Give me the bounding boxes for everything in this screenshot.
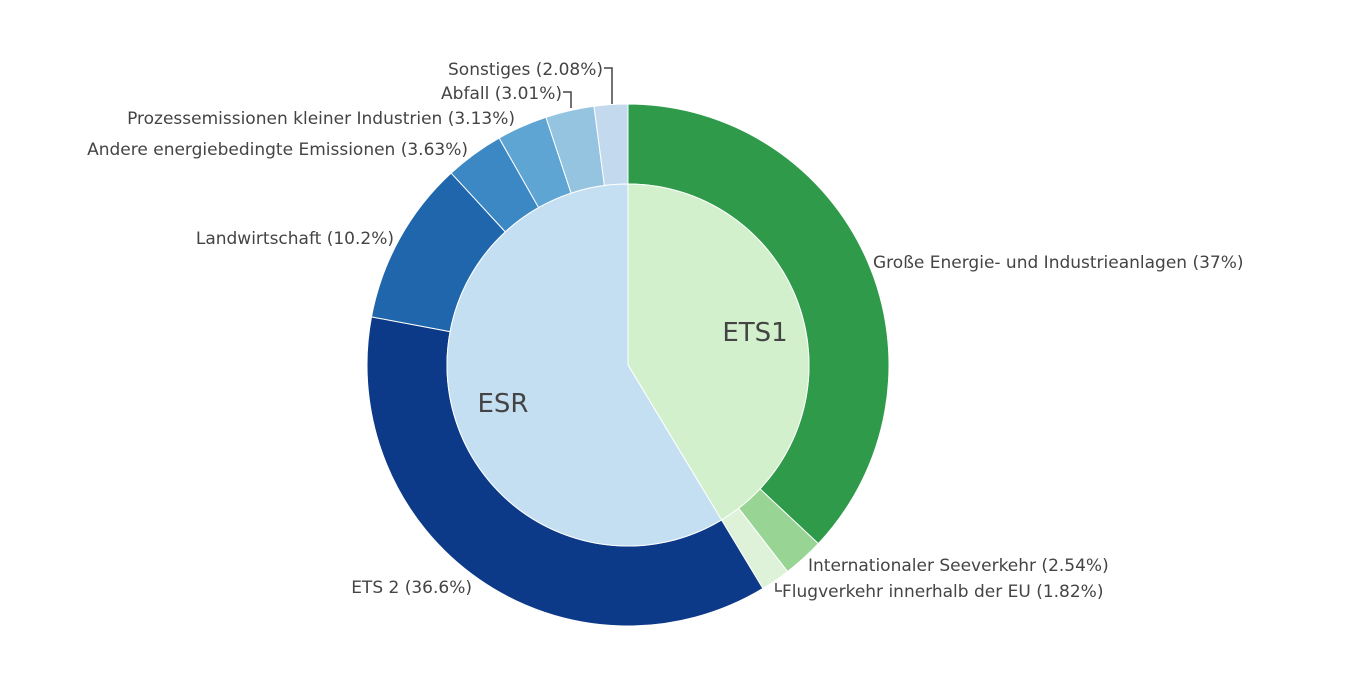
outer-label-ets2: ETS 2 (36.6%) [351, 578, 472, 598]
outer-label-seeverkehr: Internationaler Seeverkehr (2.54%) [808, 556, 1109, 576]
outer-label-abfall: Abfall (3.01%) [441, 84, 562, 104]
outer-label-andere: Andere energiebedingte Emissionen (3.63%… [87, 140, 468, 160]
leader-line-abfall [563, 91, 572, 108]
outer-label-sonstiges: Sonstiges (2.08%) [448, 60, 603, 80]
chart-segments [366, 103, 890, 627]
inner-segment-ets1[interactable] [627, 183, 810, 521]
outer-label-landwirtschaft: Landwirtschaft (10.2%) [196, 229, 394, 249]
outer-label-prozessemissionen: Prozessemissionen kleiner Industrien (3.… [127, 109, 515, 129]
outer-label-flugverkehr: Flugverkehr innerhalb der EU (1.82%) [782, 582, 1103, 602]
leader-line-flugverkehr [775, 583, 782, 592]
leader-line-sonstiges [604, 67, 613, 104]
inner-label-esr: ESR [478, 389, 529, 419]
inner-label-ets1: ETS1 [722, 318, 787, 348]
chart-labels: ETS1 ESR Große Energie- und Industrieanl… [87, 60, 1243, 602]
outer-label-grosse-energie: Große Energie- und Industrieanlagen (37%… [873, 253, 1244, 273]
inner-segment-esr[interactable] [446, 183, 723, 547]
chart-leader-lines [563, 67, 782, 592]
